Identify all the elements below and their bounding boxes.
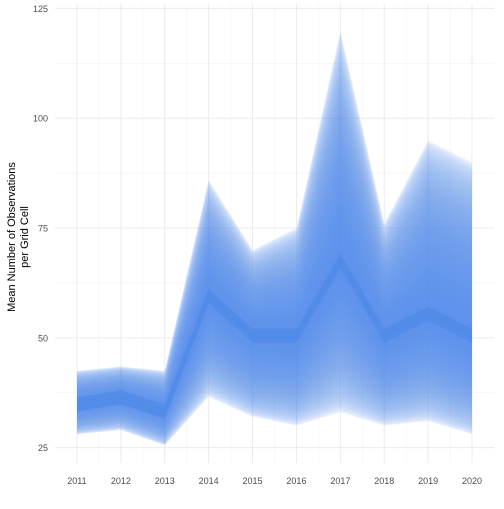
fan-band: [77, 41, 472, 444]
fan-band: [77, 73, 472, 440]
x-tick-label: 2013: [155, 476, 175, 486]
fan-band: [77, 78, 472, 439]
minor-gridlines: [55, 4, 494, 463]
fan-band: [77, 89, 472, 437]
fan-band: [77, 112, 472, 434]
fan-band: [77, 242, 472, 415]
fan-band: [77, 63, 472, 441]
fan-band: [77, 68, 472, 440]
fan-band: [77, 47, 472, 443]
fan-band: [77, 51, 472, 443]
fan-band: [77, 83, 472, 438]
y-tick-label: 25: [38, 443, 48, 453]
fan-band: [77, 168, 472, 426]
fan-band: [77, 55, 472, 442]
fan-band: [77, 100, 472, 436]
fan-band: [77, 191, 472, 422]
y-tick-label: 75: [38, 224, 48, 234]
y-axis-tick-labels: 25 50 75 100 125: [33, 4, 48, 453]
fan-band: [77, 132, 472, 431]
fan-band: [77, 146, 472, 429]
fan-band: [77, 199, 472, 421]
fan-band: [77, 153, 472, 428]
fan-band: [77, 31, 472, 446]
fan-band: [77, 106, 472, 435]
x-tick-label: 2014: [199, 476, 219, 486]
mean-core-band: [77, 253, 472, 419]
x-tick-label: 2018: [374, 476, 394, 486]
fan-band: [77, 30, 472, 446]
fan-band: [77, 32, 472, 446]
fan-band: [77, 59, 472, 442]
uncertainty-bands: [77, 30, 472, 446]
fan-band: [77, 160, 472, 427]
fan-band: [77, 94, 472, 436]
x-tick-label: 2019: [418, 476, 438, 486]
x-tick-label: 2017: [330, 476, 350, 486]
fan-band: [77, 183, 472, 423]
x-tick-label: 2015: [243, 476, 263, 486]
fan-band: [77, 125, 472, 432]
fan-band: [77, 216, 472, 419]
x-axis-tick-labels: 2011 2012 2013 2014 2015 2016 2017 2018 2019 2020: [67, 476, 482, 486]
major-gridlines: [55, 4, 494, 463]
x-tick-label: 2011: [67, 476, 86, 486]
fan-band: [77, 175, 472, 425]
fan-band: [77, 38, 472, 445]
fan-band: [77, 233, 472, 416]
fan-band: [77, 139, 472, 430]
y-axis-label-line-2: per Grid Cell: [19, 206, 31, 268]
x-tick-label: 2012: [111, 476, 131, 486]
y-axis-label-line-1: Mean Number of Observations: [6, 162, 18, 312]
fan-band: [77, 208, 472, 420]
y-tick-label: 100: [33, 114, 48, 124]
y-tick-label: 50: [38, 333, 48, 343]
x-tick-label: 2020: [462, 476, 482, 486]
fan-band: [77, 44, 472, 444]
y-tick-label: 125: [33, 4, 48, 14]
fan-band: [77, 34, 472, 445]
fan-band: [77, 225, 472, 417]
x-tick-label: 2016: [286, 476, 306, 486]
fan-band: [77, 119, 472, 433]
fan-band: [77, 36, 472, 445]
